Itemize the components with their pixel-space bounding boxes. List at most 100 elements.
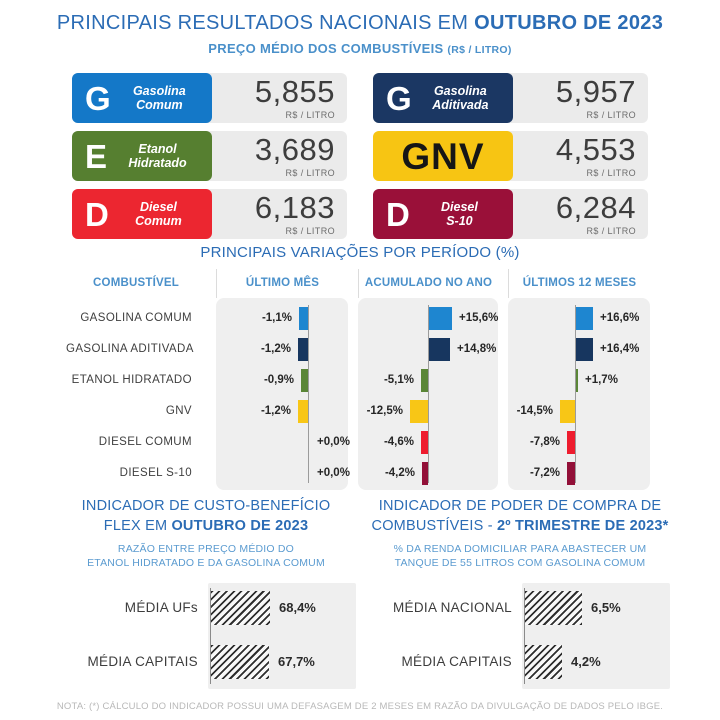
price-cards-section: G Gasolina Comum 5,855 R$ / LITRO E Etanol Hidr… <box>72 73 648 239</box>
variations-grid: COMBUSTÍVEL ÚLTIMO MÊS ACUMULADO NO ANO … <box>66 269 720 490</box>
cost-benefit-indicator: INDICADOR DE CUSTO-BENEFÍCIO FLEX EM OUT… <box>56 497 356 690</box>
variation-value-label: +16,4% <box>600 343 640 355</box>
cost-benefit-title-line1: INDICADOR DE CUSTO-BENEFÍCIO <box>81 498 331 514</box>
fuel-row-label: GASOLINA ADITIVADA <box>66 343 194 355</box>
page-title-regular: PRINCIPAIS RESULTADOS NACIONAIS EM <box>56 12 469 34</box>
fuel-label-gnv: GNV <box>373 131 513 181</box>
fuel-labels-column: GASOLINA COMUM GASOLINA ADITIVADA ETANOL H… <box>66 298 206 490</box>
footnote: NOTA: (*) CÁLCULO DO INDICADOR POSSUI UM… <box>56 701 664 712</box>
price-unit: R$ / LITRO <box>285 226 335 236</box>
axis-line <box>308 305 309 483</box>
page-title: PRINCIPAIS RESULTADOS NACIONAIS EM OUTUB… <box>0 12 720 35</box>
fuel-badge: E <box>85 137 108 175</box>
variation-bar <box>576 307 593 330</box>
purchasing-power-subtitle-line1: % DA RENDA DOMICILIAR PARA ABASTECER UM <box>393 543 647 556</box>
variation-value-label: +14,8% <box>457 343 497 355</box>
purchasing-power-indicator: INDICADOR DE PODER DE COMPRA DE COMBUSTÍ… <box>370 497 670 690</box>
category-label-media-ufs: MÉDIA UFs <box>124 600 198 616</box>
variation-value-label: -1,2% <box>260 343 291 355</box>
variation-value-label: -4,2% <box>384 467 415 479</box>
variation-value-label: -4,6% <box>383 436 414 448</box>
cost-benefit-chart: MÉDIA UFs MÉDIA CAPITAIS 68,4% 67,7% <box>56 583 356 690</box>
variation-value-label: -5,1% <box>383 374 414 386</box>
variation-value-label: +15,6% <box>459 312 499 324</box>
fuel-badge: G <box>85 79 111 117</box>
hatched-bar <box>525 591 582 626</box>
fuel-label-etanol-hidratado: E Etanol Hidratado <box>72 131 212 181</box>
cost-benefit-title-bold: OUTUBRO DE 2023 <box>171 517 309 534</box>
price-card-gasolina-comum: G Gasolina Comum 5,855 R$ / LITRO <box>72 73 347 123</box>
fuel-name: Diesel S-10 <box>410 200 513 229</box>
variation-bar <box>421 369 428 392</box>
variation-bar <box>422 462 428 485</box>
fuel-row-label: ETANOL HIDRATADO <box>71 374 192 386</box>
category-label-media-capitais: MÉDIA CAPITAIS <box>87 654 198 670</box>
page-subtitle-text: PREÇO MÉDIO DOS COMBUSTÍVEIS <box>208 41 444 56</box>
price-unit: R$ / LITRO <box>586 168 636 178</box>
fuel-name: Gasolina Aditivada <box>412 84 513 113</box>
variation-bar <box>576 369 578 392</box>
axis-line <box>524 588 525 685</box>
page-title-bold: OUTUBRO DE 2023 <box>474 12 664 34</box>
col-header-combustivel: COMBUSTÍVEL <box>93 277 179 289</box>
price-value: 4,553 <box>555 132 636 167</box>
variation-bar <box>298 400 308 423</box>
purchasing-power-title: INDICADOR DE PODER DE COMPRA DE COMBUSTÍ… <box>370 497 670 536</box>
hatched-bar <box>211 591 270 626</box>
variation-value-label: -7,2% <box>529 467 560 479</box>
hatched-bar <box>211 645 269 680</box>
fuel-name-line: Etanol <box>138 141 177 156</box>
fuel-badge: D <box>85 195 109 233</box>
page-subtitle-unit: (R$ / LITRO) <box>447 44 512 56</box>
category-label-media-nacional: MÉDIA NACIONAL <box>393 600 512 616</box>
col-header-acumulado-no-ano: ACUMULADO NO ANO <box>358 269 498 298</box>
fuel-label-diesel-s-10: D Diesel S-10 <box>373 189 513 239</box>
price-block: 5,855 R$ / LITRO <box>212 73 347 123</box>
price-card-diesel-s-10: D Diesel S-10 6,284 R$ / LITRO <box>373 189 648 239</box>
variation-bar <box>301 369 308 392</box>
variation-bar <box>567 462 575 485</box>
purchasing-power-title-bold: 2º TRIMESTRE DE 2023* <box>497 517 669 534</box>
variation-bar <box>576 338 593 361</box>
fuel-badge: G <box>386 79 412 117</box>
variation-value-label: +0,0% <box>317 436 350 448</box>
price-card-diesel-comum: D Diesel Comum 6,183 R$ / LITRO <box>72 189 347 239</box>
bar-value-label: 68,4% <box>279 600 316 616</box>
axis-line <box>575 305 576 483</box>
cost-benefit-labels: MÉDIA UFs MÉDIA CAPITAIS <box>56 583 208 689</box>
panel-ultimo-mes: -1,1% -1,2% -0,9% -1,2% +0,0% +0,0% <box>216 298 350 490</box>
purchasing-power-panel: 6,5% 4,2% <box>522 583 670 690</box>
purchasing-power-subtitle-line2: TANQUE DE 55 LITROS COM GASOLINA COMUM <box>394 557 646 570</box>
cost-benefit-title: INDICADOR DE CUSTO-BENEFÍCIO FLEX EM OUT… <box>56 497 356 536</box>
price-unit: R$ / LITRO <box>586 110 636 120</box>
purchasing-power-labels: MÉDIA NACIONAL MÉDIA CAPITAIS <box>370 583 522 689</box>
fuel-name: Diesel Comum <box>109 200 212 229</box>
fuel-name-line: Hidratado <box>128 156 187 170</box>
price-block: 6,284 R$ / LITRO <box>513 189 648 239</box>
variation-bar <box>560 400 575 423</box>
fuel-label-gasolina-aditivada: G Gasolina Aditivada <box>373 73 513 123</box>
panel-ultimos-12-meses: +16,6% +16,4% +1,7% -14,5% -7,8% -7,2% <box>508 298 650 490</box>
fuel-label-gasolina-comum: G Gasolina Comum <box>72 73 212 123</box>
variation-bar <box>429 307 452 330</box>
cost-benefit-subtitle: RAZÃO ENTRE PREÇO MÉDIO DO ETANOL HIDRAT… <box>56 542 356 570</box>
fuel-name: Gasolina Comum <box>111 84 212 113</box>
variation-bar <box>421 431 428 454</box>
fuel-name-line: Gasolina <box>433 83 487 98</box>
purchasing-power-title-line2: COMBUSTÍVEIS - <box>371 517 497 534</box>
axis-line <box>210 588 211 685</box>
fuel-row-label: GNV <box>165 405 192 417</box>
fuel-name-line: Gasolina <box>132 83 186 98</box>
bar-value-label: 67,7% <box>278 654 315 670</box>
variation-value-label: -0,9% <box>263 374 294 386</box>
variation-value-label: -14,5% <box>516 405 553 417</box>
fuel-name-line: Aditivada <box>432 98 489 112</box>
variation-value-label: +16,6% <box>600 312 640 324</box>
variation-value-label: +1,7% <box>585 374 618 386</box>
header: PRINCIPAIS RESULTADOS NACIONAIS EM OUTUB… <box>0 12 720 56</box>
variation-value-label: -1,2% <box>260 405 291 417</box>
variation-value-label: -1,1% <box>261 312 292 324</box>
price-block: 6,183 R$ / LITRO <box>212 189 347 239</box>
price-value: 6,284 <box>555 190 636 225</box>
